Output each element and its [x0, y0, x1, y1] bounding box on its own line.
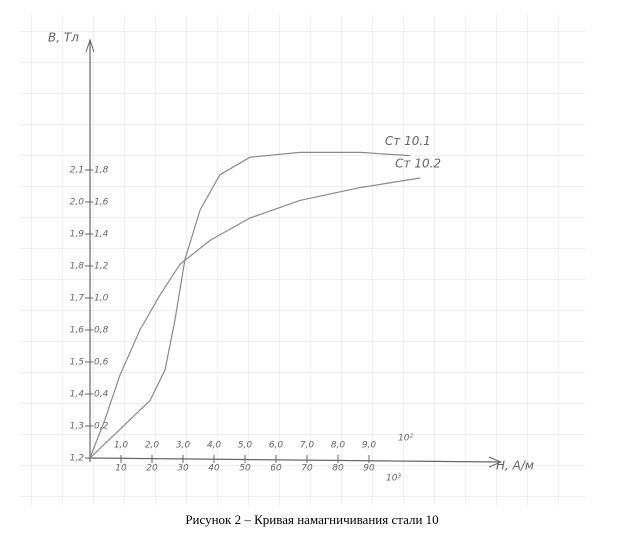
series-label: Ст 10.2 [395, 157, 441, 171]
y-tick-label: 0,2 [94, 422, 109, 432]
x2-tick-label: 90 [363, 464, 375, 474]
curve [89, 151, 410, 459]
x-tick-label: 4,0 [207, 441, 222, 451]
y2-tick-label: 1,6 [70, 326, 85, 336]
y-tick-label: 0,4 [94, 390, 109, 400]
y2-tick-label: 2,0 [70, 198, 85, 208]
x2-tick-label: 70 [301, 464, 313, 474]
x2-tick-label: 50 [239, 464, 251, 474]
y2-tick-label: 1,7 [70, 294, 85, 304]
x-multiplier: 10² [398, 434, 413, 444]
y2-tick-label: 1,2 [70, 454, 85, 464]
x2-tick-label: 30 [177, 464, 189, 474]
y2-tick-label: 2,1 [70, 166, 84, 176]
x-tick-label: 8,0 [331, 441, 346, 451]
x2-tick-label: 10 [115, 464, 127, 474]
x2-tick-label: 80 [332, 464, 344, 474]
x-tick-label: 3,0 [176, 441, 191, 451]
x-tick-label: 2,0 [145, 441, 160, 451]
y-arrow [85, 38, 95, 53]
y-tick-label: 1,6 [94, 198, 109, 208]
x2-tick-label: 20 [146, 464, 158, 474]
x-axis-label: H, A/м [496, 459, 534, 473]
x2-multiplier: 10³ [386, 474, 401, 484]
graph-paper [20, 15, 585, 505]
y2-tick-label: 1,8 [70, 262, 85, 272]
caption: Рисунок 2 – Кривая намагничивания стали … [185, 512, 439, 527]
y-tick-label: 1,4 [94, 230, 109, 240]
y-tick-label: 1,0 [94, 294, 109, 304]
x-arrow [488, 456, 503, 468]
y-tick-label: 1,8 [94, 166, 109, 176]
x-tick-label: 1,0 [114, 441, 129, 451]
y-axis-label: B, Тл [48, 31, 79, 45]
chart: B, Тл H, A/м 10² 10³ 1,0 2,0 3,0 4,0 5,0 6,0 7… [20, 15, 585, 505]
y2-tick-label: 1,9 [70, 230, 85, 240]
y-tick-label: 0,6 [94, 358, 109, 368]
x2-tick-label: 40 [208, 464, 220, 474]
x-axis [87, 457, 501, 463]
x-tick-label: 6,0 [269, 441, 284, 451]
series-label: Ст 10.1 [385, 134, 431, 148]
x-tick-label: 9,0 [362, 441, 377, 451]
x2-tick-label: 60 [270, 464, 282, 474]
y2-tick-label: 1,5 [70, 358, 85, 368]
y-tick-label: 1,2 [94, 262, 109, 272]
curve [89, 177, 421, 459]
y-tick-label: 0,8 [94, 326, 109, 336]
x-tick-label: 7,0 [300, 441, 315, 451]
x-tick-label: 5,0 [238, 441, 253, 451]
y2-tick-label: 1,4 [70, 390, 85, 400]
y2-tick-label: 1,3 [70, 422, 85, 432]
